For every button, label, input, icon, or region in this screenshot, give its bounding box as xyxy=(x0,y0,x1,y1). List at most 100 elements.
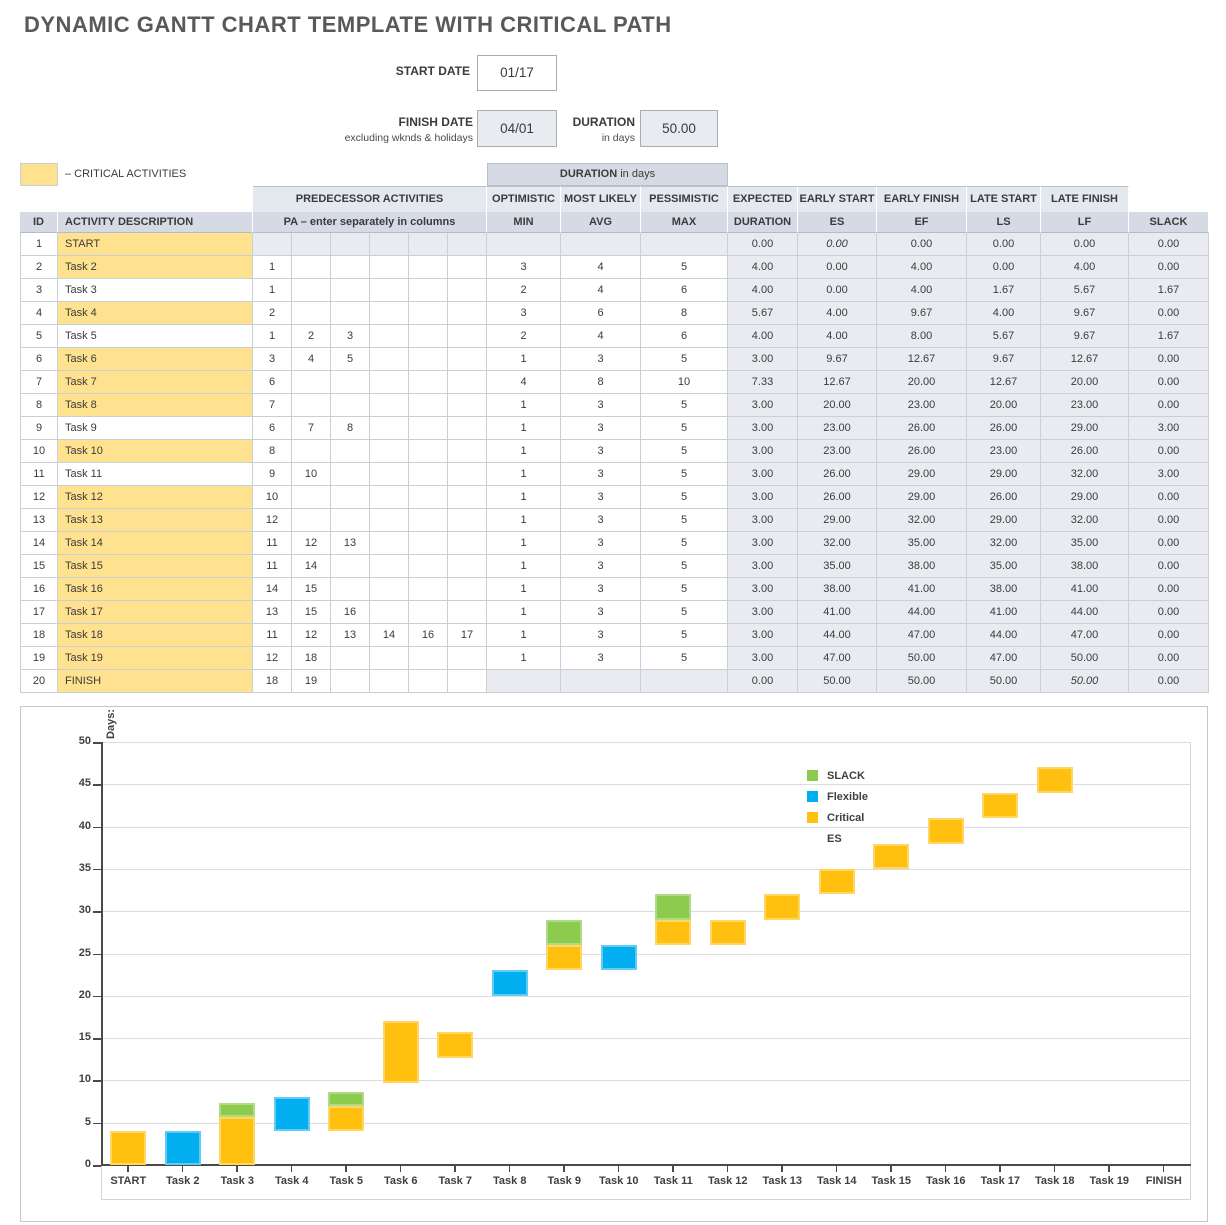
cell-pa[interactable]: 14 xyxy=(370,624,409,647)
cell-pa[interactable] xyxy=(409,601,448,624)
cell-slack[interactable]: 1.67 xyxy=(1129,279,1209,302)
cell-pa[interactable] xyxy=(409,256,448,279)
cell-id[interactable]: 5 xyxy=(21,325,58,348)
cell-es[interactable]: 9.67 xyxy=(798,348,877,371)
cell-slack[interactable]: 3.00 xyxy=(1129,417,1209,440)
cell-pa[interactable] xyxy=(448,371,487,394)
cell-ef[interactable]: 41.00 xyxy=(877,578,967,601)
cell-duration[interactable]: 3.00 xyxy=(728,624,798,647)
cell-pa[interactable] xyxy=(448,302,487,325)
cell-es[interactable]: 0.00 xyxy=(798,256,877,279)
cell-ls[interactable]: 26.00 xyxy=(967,486,1041,509)
cell-pa[interactable] xyxy=(331,486,370,509)
cell-ef[interactable]: 8.00 xyxy=(877,325,967,348)
cell-ef[interactable]: 32.00 xyxy=(877,509,967,532)
cell-pa[interactable] xyxy=(253,233,292,256)
cell-pa[interactable]: 12 xyxy=(292,624,331,647)
cell-activity[interactable]: FINISH xyxy=(58,670,253,693)
cell-min[interactable]: 1 xyxy=(487,486,561,509)
cell-pa[interactable] xyxy=(448,348,487,371)
cell-ef[interactable]: 4.00 xyxy=(877,279,967,302)
cell-id[interactable]: 4 xyxy=(21,302,58,325)
cell-slack[interactable]: 0.00 xyxy=(1129,670,1209,693)
cell-pa[interactable] xyxy=(448,670,487,693)
cell-lf[interactable]: 5.67 xyxy=(1041,279,1129,302)
cell-min[interactable]: 1 xyxy=(487,440,561,463)
cell-ef[interactable]: 35.00 xyxy=(877,532,967,555)
cell-pa[interactable] xyxy=(370,394,409,417)
cell-activity[interactable]: Task 7 xyxy=(58,371,253,394)
cell-pa[interactable] xyxy=(370,279,409,302)
cell-lf[interactable]: 0.00 xyxy=(1041,233,1129,256)
cell-pa[interactable] xyxy=(409,302,448,325)
cell-ls[interactable]: 50.00 xyxy=(967,670,1041,693)
cell-activity[interactable]: Task 9 xyxy=(58,417,253,440)
cell-min[interactable]: 3 xyxy=(487,302,561,325)
cell-es[interactable]: 50.00 xyxy=(798,670,877,693)
cell-ef[interactable]: 29.00 xyxy=(877,486,967,509)
cell-pa[interactable] xyxy=(331,233,370,256)
cell-pa[interactable] xyxy=(292,233,331,256)
cell-pa[interactable] xyxy=(370,233,409,256)
cell-pa[interactable] xyxy=(370,371,409,394)
cell-id[interactable]: 19 xyxy=(21,647,58,670)
cell-avg[interactable]: 3 xyxy=(561,509,641,532)
cell-avg[interactable] xyxy=(561,233,641,256)
cell-id[interactable]: 16 xyxy=(21,578,58,601)
cell-pa[interactable] xyxy=(331,647,370,670)
cell-slack[interactable]: 0.00 xyxy=(1129,486,1209,509)
cell-id[interactable]: 2 xyxy=(21,256,58,279)
cell-min[interactable] xyxy=(487,233,561,256)
cell-pa[interactable] xyxy=(331,440,370,463)
cell-duration[interactable]: 7.33 xyxy=(728,371,798,394)
cell-lf[interactable]: 29.00 xyxy=(1041,417,1129,440)
cell-duration[interactable]: 3.00 xyxy=(728,417,798,440)
cell-activity[interactable]: Task 11 xyxy=(58,463,253,486)
cell-activity[interactable]: START xyxy=(58,233,253,256)
cell-pa[interactable] xyxy=(292,486,331,509)
cell-avg[interactable]: 4 xyxy=(561,279,641,302)
cell-es[interactable]: 23.00 xyxy=(798,417,877,440)
cell-es[interactable]: 38.00 xyxy=(798,578,877,601)
start-date-input[interactable]: 01/17 xyxy=(477,55,557,91)
cell-max[interactable]: 5 xyxy=(641,440,728,463)
cell-pa[interactable]: 6 xyxy=(253,371,292,394)
cell-activity[interactable]: Task 19 xyxy=(58,647,253,670)
cell-duration[interactable]: 0.00 xyxy=(728,670,798,693)
cell-duration[interactable]: 4.00 xyxy=(728,256,798,279)
cell-es[interactable]: 29.00 xyxy=(798,509,877,532)
cell-ls[interactable]: 0.00 xyxy=(967,233,1041,256)
cell-pa[interactable]: 3 xyxy=(331,325,370,348)
cell-min[interactable]: 1 xyxy=(487,394,561,417)
cell-avg[interactable] xyxy=(561,670,641,693)
cell-duration[interactable]: 3.00 xyxy=(728,555,798,578)
cell-id[interactable]: 13 xyxy=(21,509,58,532)
cell-lf[interactable]: 41.00 xyxy=(1041,578,1129,601)
cell-es[interactable]: 41.00 xyxy=(798,601,877,624)
cell-pa[interactable] xyxy=(292,371,331,394)
cell-duration[interactable]: 4.00 xyxy=(728,279,798,302)
cell-pa[interactable]: 8 xyxy=(253,440,292,463)
cell-pa[interactable] xyxy=(370,417,409,440)
cell-lf[interactable]: 23.00 xyxy=(1041,394,1129,417)
cell-avg[interactable]: 3 xyxy=(561,417,641,440)
cell-slack[interactable]: 0.00 xyxy=(1129,532,1209,555)
cell-duration[interactable]: 5.67 xyxy=(728,302,798,325)
cell-max[interactable]: 5 xyxy=(641,486,728,509)
cell-ef[interactable]: 38.00 xyxy=(877,555,967,578)
cell-pa[interactable]: 12 xyxy=(253,647,292,670)
cell-min[interactable]: 1 xyxy=(487,417,561,440)
cell-pa[interactable]: 7 xyxy=(253,394,292,417)
cell-id[interactable]: 3 xyxy=(21,279,58,302)
cell-pa[interactable] xyxy=(409,279,448,302)
cell-id[interactable]: 10 xyxy=(21,440,58,463)
cell-min[interactable]: 1 xyxy=(487,647,561,670)
cell-duration[interactable]: 3.00 xyxy=(728,601,798,624)
cell-avg[interactable]: 3 xyxy=(561,601,641,624)
cell-pa[interactable]: 9 xyxy=(253,463,292,486)
cell-max[interactable]: 5 xyxy=(641,647,728,670)
cell-pa[interactable] xyxy=(331,509,370,532)
cell-pa[interactable]: 16 xyxy=(409,624,448,647)
cell-max[interactable] xyxy=(641,233,728,256)
cell-pa[interactable] xyxy=(331,394,370,417)
